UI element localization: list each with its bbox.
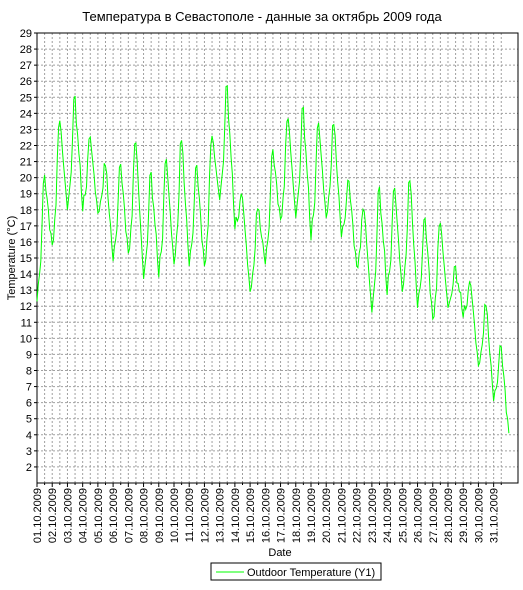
x-tick-label: 17.10.2009 bbox=[276, 488, 288, 543]
x-tick-label: 08.10.2009 bbox=[139, 488, 151, 543]
grid-lines bbox=[36, 32, 518, 483]
x-tick-label: 25.10.2009 bbox=[397, 488, 409, 543]
y-tick-label: 10 bbox=[20, 333, 32, 345]
x-tick-label: 11.10.2009 bbox=[184, 488, 196, 542]
legend-entry-outdoor-temperature: Outdoor Temperature (Y1) bbox=[247, 567, 375, 579]
y-tick-label: 23 bbox=[20, 124, 32, 136]
y-tick-label: 20 bbox=[20, 173, 32, 185]
x-tick-label: 15.10.2009 bbox=[245, 488, 257, 543]
x-tick-label: 22.10.2009 bbox=[352, 488, 364, 543]
y-tick-label: 18 bbox=[20, 205, 32, 217]
x-tick-label: 02.10.2009 bbox=[47, 488, 59, 543]
x-tick-label: 20.10.2009 bbox=[321, 488, 333, 543]
y-tick-label: 12 bbox=[20, 301, 32, 313]
y-tick-label: 6 bbox=[26, 398, 32, 410]
y-tick-label: 22 bbox=[20, 141, 32, 153]
y-tick-label: 8 bbox=[26, 366, 32, 378]
x-tick-label: 21.10.2009 bbox=[336, 488, 348, 543]
y-tick-label: 24 bbox=[20, 108, 32, 120]
y-tick-label: 7 bbox=[26, 382, 32, 394]
x-tick-label: 18.10.2009 bbox=[291, 488, 303, 543]
x-tick-label: 14.10.2009 bbox=[230, 488, 242, 543]
y-tick-label: 3 bbox=[26, 446, 32, 458]
y-tick-label: 15 bbox=[20, 253, 32, 265]
y-tick-label: 5 bbox=[26, 414, 32, 426]
x-tick-label: 05.10.2009 bbox=[93, 488, 105, 543]
x-tick-label: 12.10.2009 bbox=[199, 488, 211, 543]
y-tick-label: 11 bbox=[21, 317, 32, 329]
x-tick-label: 24.10.2009 bbox=[382, 488, 394, 543]
y-tick-label: 29 bbox=[20, 28, 32, 40]
y-tick-label: 19 bbox=[20, 189, 32, 201]
x-tick-label: 16.10.2009 bbox=[260, 488, 272, 543]
x-tick-label: 27.10.2009 bbox=[428, 488, 440, 543]
y-tick-label: 4 bbox=[26, 430, 32, 442]
x-tick-label: 07.10.2009 bbox=[123, 488, 135, 543]
legend: Outdoor Temperature (Y1) bbox=[210, 562, 382, 581]
x-axis-label: Date bbox=[268, 547, 291, 559]
y-tick-label: 25 bbox=[20, 92, 32, 104]
x-tick-label: 29.10.2009 bbox=[458, 488, 470, 543]
y-tick-label: 17 bbox=[20, 221, 32, 233]
series-line-outdoor-temperature bbox=[36, 85, 510, 434]
y-axis-ticks: 2345678910111213141516171819202122232425… bbox=[20, 28, 37, 474]
y-tick-label: 2 bbox=[26, 462, 32, 474]
x-tick-label: 09.10.2009 bbox=[154, 488, 166, 543]
x-tick-label: 03.10.2009 bbox=[62, 488, 74, 543]
x-tick-label: 23.10.2009 bbox=[367, 488, 379, 543]
x-tick-label: 10.10.2009 bbox=[169, 488, 181, 543]
y-tick-label: 26 bbox=[20, 76, 32, 88]
y-tick-label: 21 bbox=[20, 157, 32, 169]
legend-box bbox=[210, 562, 382, 581]
x-axis-ticks: 01.10.2009 02.10.2009 03.10.2009 04.10.2009… bbox=[32, 483, 502, 543]
x-tick-label: 28.10.2009 bbox=[443, 488, 455, 543]
y-tick-label: 28 bbox=[20, 44, 32, 56]
x-tick-label: 06.10.2009 bbox=[108, 488, 120, 543]
y-tick-label: 9 bbox=[26, 349, 32, 361]
y-tick-label: 16 bbox=[20, 237, 32, 249]
y-tick-label: 14 bbox=[20, 269, 32, 281]
y-axis-label: Temperature (°C) bbox=[6, 216, 18, 300]
x-tick-label: 13.10.2009 bbox=[215, 488, 227, 543]
x-tick-label: 26.10.2009 bbox=[413, 488, 425, 543]
x-tick-label: 01.10.2009 bbox=[32, 488, 44, 543]
x-tick-label: 31.10.2009 bbox=[489, 488, 501, 543]
chart-title: Температура в Севастополе - данные за ок… bbox=[82, 9, 442, 24]
y-tick-label: 13 bbox=[20, 285, 32, 297]
x-tick-label: 04.10.2009 bbox=[78, 488, 90, 543]
x-tick-label: 30.10.2009 bbox=[473, 488, 485, 543]
x-tick-label: 19.10.2009 bbox=[306, 488, 318, 543]
y-tick-label: 27 bbox=[20, 60, 32, 72]
